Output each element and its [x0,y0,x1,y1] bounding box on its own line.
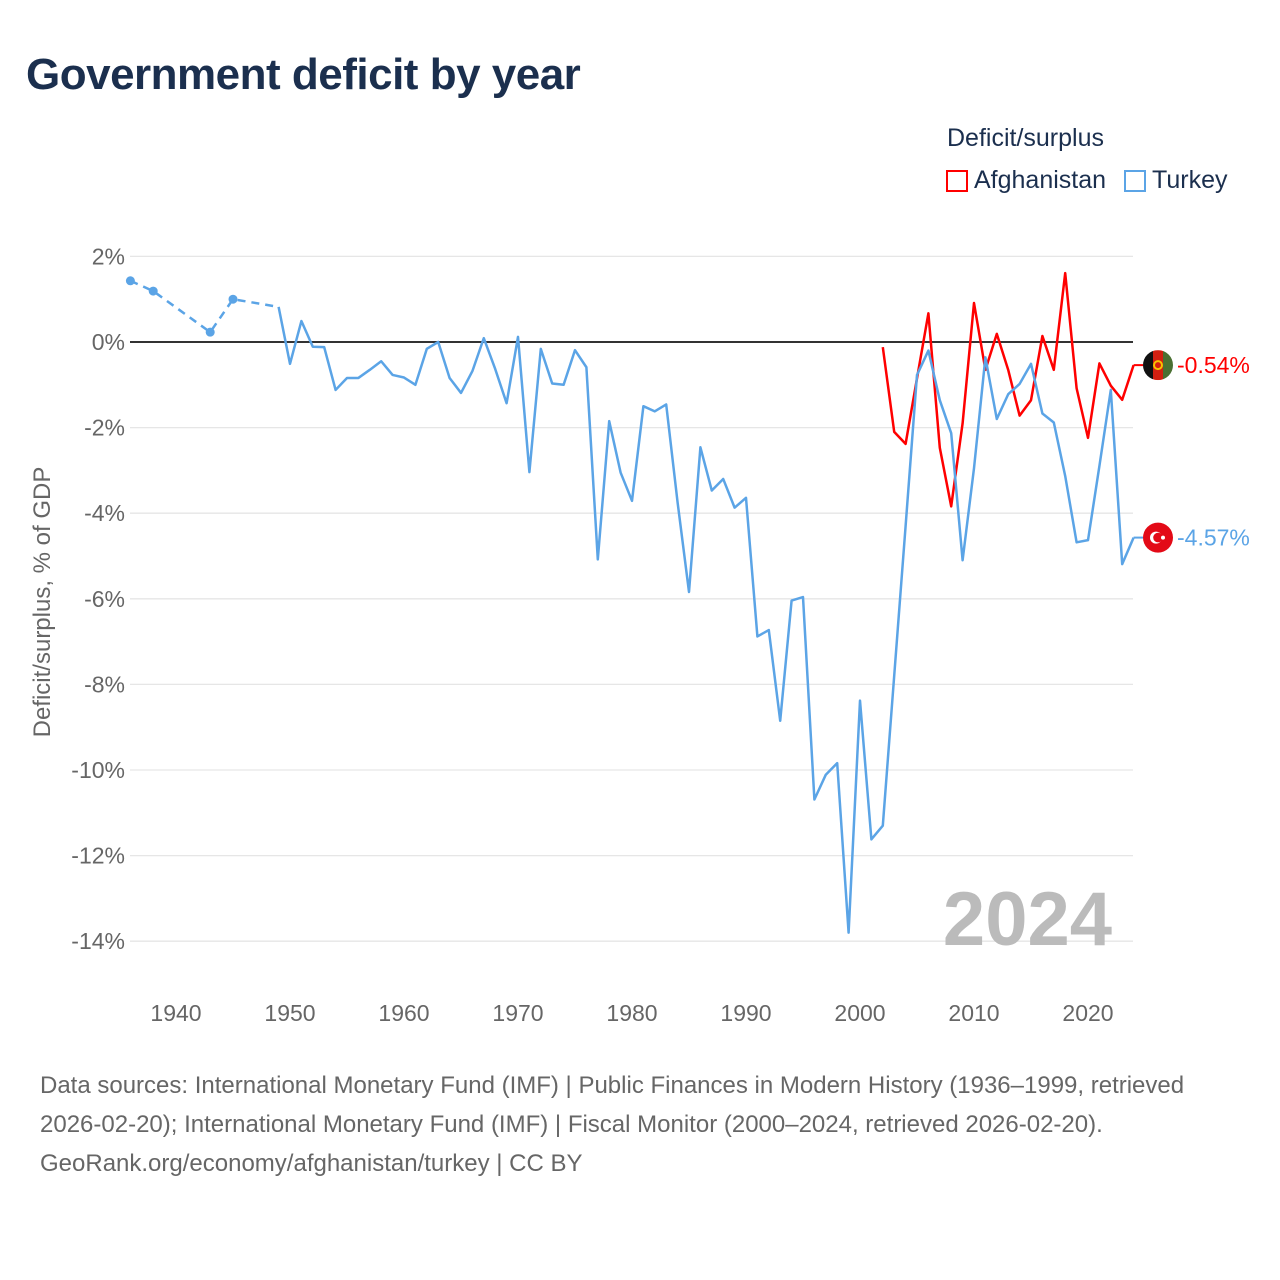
x-tick-label: 1980 [606,1000,657,1026]
x-tick-label: 1970 [492,1000,543,1026]
x-tick-label: 1950 [264,1000,315,1026]
turkey-end-label: -4.57% [1177,525,1250,551]
turkey-data-point [148,286,158,296]
afghanistan-flag-icon [1143,350,1173,381]
y-axis-label: Deficit/surplus, % of GDP [29,467,56,738]
y-tick-label: 0% [92,329,125,355]
flag-emblem [1153,360,1163,371]
chart-plot: 2% 0% -2% -4% -6% -8% -10% -12% -14% 1940 1950 1960… [29,243,1250,1026]
legend-title: Deficit/surplus [947,124,1104,152]
turkey-sparse-line [129,279,279,334]
turkey-flag-icon [1143,522,1173,553]
x-tick-label: 1960 [378,1000,429,1026]
y-tick-label: -8% [84,671,125,697]
y-tick-label: -10% [71,757,125,783]
afghanistan-line [881,271,1135,508]
data-sources: Data sources: International Monetary Fun… [40,1072,1185,1138]
flag-stripe-black [1143,350,1153,381]
flag-stripe-red [1153,350,1163,381]
flag-crescent-inner [1153,532,1163,543]
credit-link[interactable]: GeoRank.org/economy/afghanistan/turkey |… [40,1150,583,1177]
y-tick-label: -14% [71,928,125,954]
legend-swatch-afghanistan [946,169,968,192]
x-tick-label: 2000 [834,1000,885,1026]
y-tick-label: -6% [84,586,125,612]
x-tick-label: 2010 [948,1000,999,1026]
year-annotation: 2024 [943,877,1112,962]
chart-title: Government deficit by year [26,50,581,99]
flag-star [1161,535,1165,540]
x-tick-label: 2020 [1062,1000,1113,1026]
y-tick-label: -4% [84,500,125,526]
y-tick-label: -12% [71,843,125,869]
legend-swatch-turkey [1124,169,1147,192]
legend-label-afghanistan: Afghanistan [974,166,1107,194]
y-tick-label: 2% [92,243,125,269]
legend-label-turkey: Turkey [1152,166,1228,194]
turkey-data-point [125,276,135,286]
flag-stripe-green [1163,350,1173,381]
footer: Data sources: International Monetary Fun… [40,1066,1240,1183]
turkey-data-point [228,294,238,304]
x-tick-label: 1940 [150,1000,201,1026]
turkey-data-point [205,327,215,337]
y-tick-label: -2% [84,415,125,441]
legend: Afghanistan Turkey [946,166,1228,195]
legend-item-afghanistan[interactable]: Afghanistan [946,166,1106,195]
x-tick-label: 1990 [720,1000,771,1026]
afghanistan-end-label: -0.54% [1177,352,1250,378]
turkey-line [277,306,1135,934]
legend-item-turkey[interactable]: Turkey [1124,166,1228,195]
flag-stripes [1143,350,1173,381]
